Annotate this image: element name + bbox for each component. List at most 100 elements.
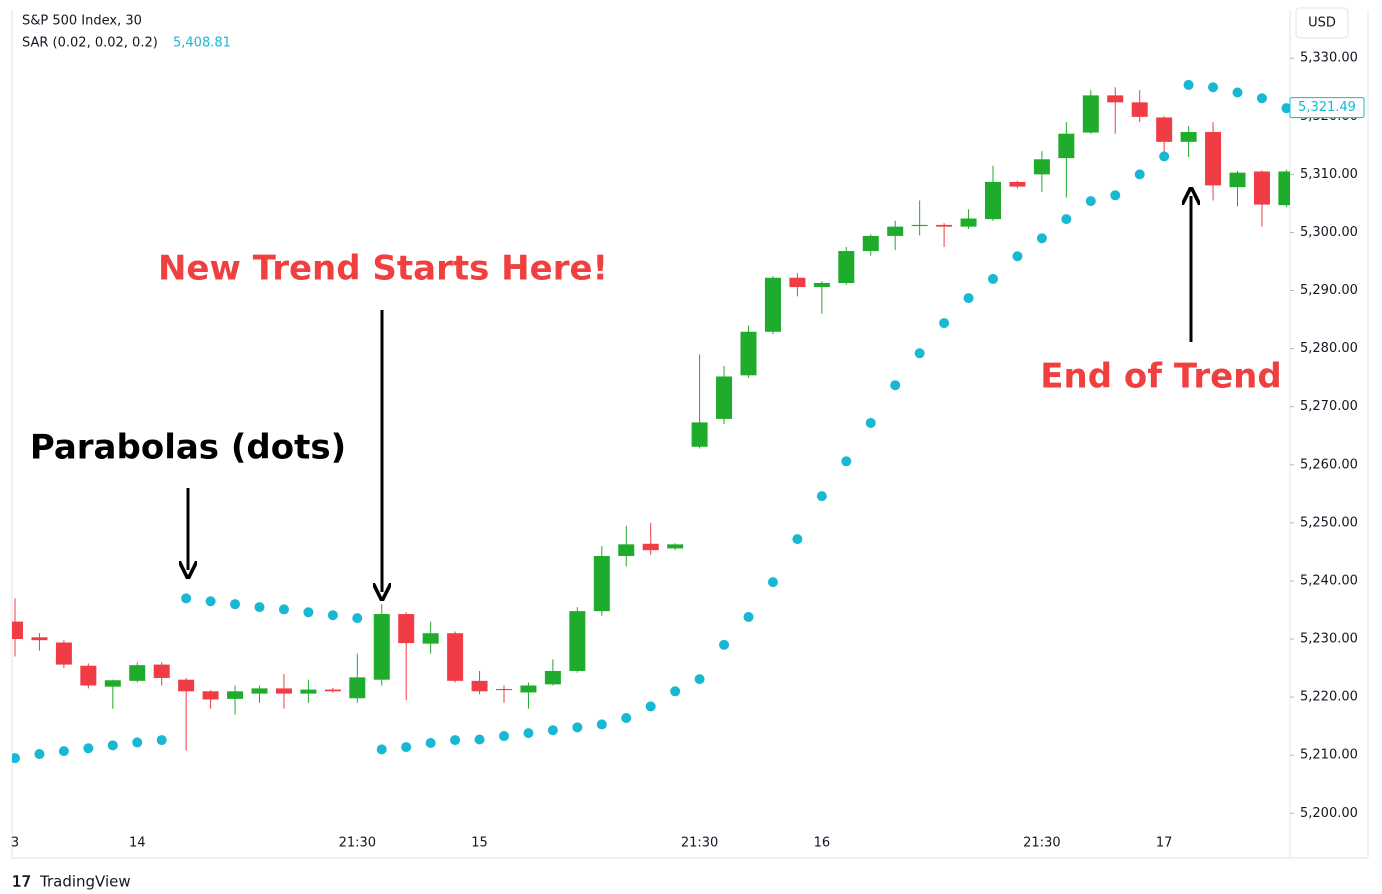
candle-body — [422, 633, 439, 644]
arrows — [188, 196, 1191, 592]
y-tick-label: 5,310.00 — [1300, 167, 1358, 182]
sar-dot — [352, 613, 363, 624]
y-tick-label: 5,280.00 — [1300, 341, 1358, 356]
candle-body — [1253, 171, 1270, 205]
candle-body — [373, 614, 390, 680]
candle-body — [1107, 95, 1124, 103]
candle-body — [1156, 117, 1173, 142]
candle-body — [544, 670, 561, 685]
candle-body — [764, 277, 781, 332]
sar-dot — [303, 607, 314, 618]
sar-dot — [1281, 103, 1290, 114]
candle-body — [789, 277, 806, 288]
sar-dot — [230, 599, 241, 610]
x-tick-label: 21:30 — [339, 836, 376, 851]
sar-dot — [34, 749, 45, 760]
candle-body — [838, 251, 855, 283]
annotation: Parabolas (dots) — [30, 428, 346, 468]
sar-dot — [890, 380, 901, 391]
sar-dot — [743, 611, 754, 622]
candle-body — [985, 181, 1001, 220]
candle-body — [716, 376, 733, 419]
sar-dot — [547, 725, 558, 736]
candle-body — [813, 282, 830, 288]
candle-body — [960, 218, 977, 227]
candle-body — [667, 544, 684, 549]
candle-body — [202, 691, 219, 700]
sar-dot — [132, 737, 143, 748]
currency-button[interactable] — [1295, 7, 1349, 39]
sar-dot — [767, 577, 778, 588]
candle-body — [55, 642, 72, 665]
sar-dot — [450, 735, 461, 746]
candle-body — [911, 224, 928, 227]
candle-body — [1205, 131, 1222, 186]
candle-body — [251, 688, 268, 694]
candle-body — [300, 689, 317, 694]
y-tick-label: 5,290.00 — [1300, 283, 1358, 298]
sar-dot — [1012, 251, 1023, 262]
sar-dot — [865, 417, 876, 428]
candle-body — [471, 680, 488, 692]
x-tick-label: 16 — [814, 836, 831, 851]
candle-body — [275, 688, 292, 694]
sar-dot — [205, 596, 216, 607]
candle-body — [691, 422, 708, 447]
chart-title: S&P 500 Index, 30 — [22, 14, 142, 29]
sar-dot — [963, 293, 974, 304]
indicator-value: 5,408.81 — [173, 36, 231, 51]
candle-body — [1180, 131, 1197, 142]
sar-dot — [914, 348, 925, 359]
sar-dot — [401, 742, 412, 753]
candle-body — [593, 555, 610, 612]
candle-body — [862, 235, 879, 252]
sar-dot — [156, 735, 167, 746]
candle-body — [104, 680, 121, 687]
sar-dot — [278, 604, 289, 615]
y-tick-label: 5,200.00 — [1300, 806, 1358, 821]
x-tick-label: 3 — [11, 836, 19, 851]
candle-body — [398, 614, 415, 644]
sar-dot — [621, 713, 632, 724]
brand-logo: 𝟣𝟩 — [12, 873, 31, 891]
sar-dot — [1159, 151, 1170, 162]
currency[interactable]: USD — [1308, 16, 1336, 31]
candle-body — [1229, 172, 1246, 188]
sar-dot — [572, 722, 583, 733]
y-tick-label: 5,220.00 — [1300, 690, 1358, 705]
annotation: New Trend Starts Here! — [158, 249, 608, 289]
candle-body — [936, 224, 953, 227]
candle-body — [642, 543, 659, 551]
sar-dot — [107, 740, 118, 751]
x-tick-label: 14 — [129, 836, 146, 851]
candle-body — [740, 331, 757, 376]
candle-body — [1082, 95, 1099, 133]
sar-dot — [1110, 190, 1121, 201]
sar-dot — [939, 318, 950, 329]
sar-dot — [645, 701, 656, 712]
sar-dot — [523, 728, 534, 739]
sar-dot — [1208, 82, 1219, 93]
x-tick-label: 21:30 — [681, 836, 718, 851]
sar-dot — [670, 686, 681, 697]
candle-body — [1009, 181, 1026, 187]
plot — [12, 79, 1290, 764]
last-price-box — [1289, 97, 1365, 119]
sar-dot — [1183, 79, 1194, 90]
candle-body — [80, 665, 97, 686]
sar-dot — [1232, 87, 1243, 98]
candle-body — [1058, 133, 1075, 159]
brand: TradingView — [39, 873, 131, 891]
y-tick-label: 5,260.00 — [1300, 457, 1358, 472]
candle-body — [129, 665, 146, 681]
sar-dot — [425, 737, 436, 748]
candle-body — [178, 679, 195, 692]
candle-body — [349, 677, 366, 699]
annotation: End of Trend — [1040, 357, 1281, 397]
sar-dot — [1036, 233, 1047, 244]
x-tick-label: 15 — [471, 836, 488, 851]
sar-dot — [816, 491, 827, 502]
x-tick-label: 21:30 — [1023, 836, 1060, 851]
